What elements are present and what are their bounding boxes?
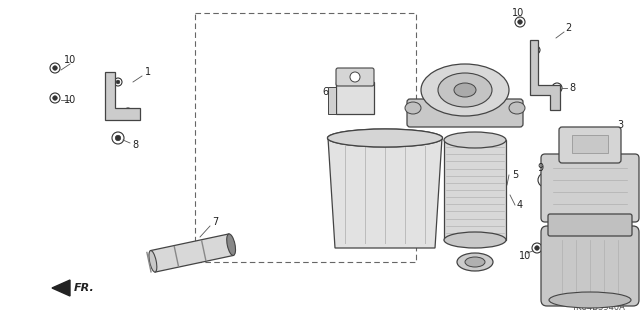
- Text: 8: 8: [569, 83, 575, 93]
- FancyBboxPatch shape: [559, 127, 621, 163]
- Circle shape: [534, 48, 538, 52]
- Circle shape: [518, 20, 522, 24]
- Text: 6: 6: [322, 87, 328, 97]
- Text: 10: 10: [512, 8, 524, 18]
- Text: 5: 5: [512, 170, 518, 180]
- Circle shape: [116, 80, 120, 84]
- FancyBboxPatch shape: [407, 99, 523, 127]
- Ellipse shape: [444, 232, 506, 248]
- Polygon shape: [150, 234, 234, 272]
- Text: 2: 2: [565, 23, 571, 33]
- Ellipse shape: [405, 102, 421, 114]
- Ellipse shape: [328, 129, 442, 147]
- Text: 4: 4: [517, 200, 523, 210]
- Text: 10: 10: [64, 95, 76, 105]
- FancyBboxPatch shape: [541, 226, 639, 306]
- Ellipse shape: [465, 257, 485, 267]
- Ellipse shape: [149, 251, 157, 272]
- Text: 10: 10: [64, 55, 76, 65]
- Circle shape: [126, 110, 130, 114]
- FancyBboxPatch shape: [336, 68, 374, 86]
- FancyBboxPatch shape: [541, 154, 639, 222]
- Polygon shape: [328, 87, 336, 114]
- Circle shape: [555, 86, 559, 90]
- Ellipse shape: [454, 83, 476, 97]
- Circle shape: [542, 177, 548, 183]
- Text: 10: 10: [519, 251, 531, 261]
- Polygon shape: [328, 138, 442, 248]
- FancyBboxPatch shape: [548, 214, 632, 236]
- Ellipse shape: [549, 292, 631, 308]
- Bar: [336, 82, 374, 114]
- Text: 1: 1: [145, 67, 151, 77]
- Circle shape: [115, 135, 121, 141]
- Polygon shape: [530, 40, 560, 110]
- Ellipse shape: [421, 64, 509, 116]
- Text: 8: 8: [132, 140, 138, 150]
- Polygon shape: [105, 72, 140, 120]
- Polygon shape: [52, 280, 70, 296]
- Ellipse shape: [438, 73, 492, 107]
- Circle shape: [52, 96, 57, 100]
- Text: TK84B3940A: TK84B3940A: [571, 303, 625, 312]
- Ellipse shape: [457, 253, 493, 271]
- Ellipse shape: [509, 102, 525, 114]
- Ellipse shape: [444, 132, 506, 148]
- Bar: [572, 135, 608, 153]
- Bar: [444, 140, 506, 240]
- Text: 9: 9: [537, 163, 543, 173]
- Circle shape: [350, 72, 360, 82]
- Text: FR.: FR.: [74, 283, 95, 293]
- Bar: [195, 13, 416, 262]
- Text: 7: 7: [212, 217, 218, 227]
- Circle shape: [535, 246, 540, 250]
- Circle shape: [52, 66, 57, 70]
- Ellipse shape: [227, 234, 236, 255]
- Text: 3: 3: [617, 120, 623, 130]
